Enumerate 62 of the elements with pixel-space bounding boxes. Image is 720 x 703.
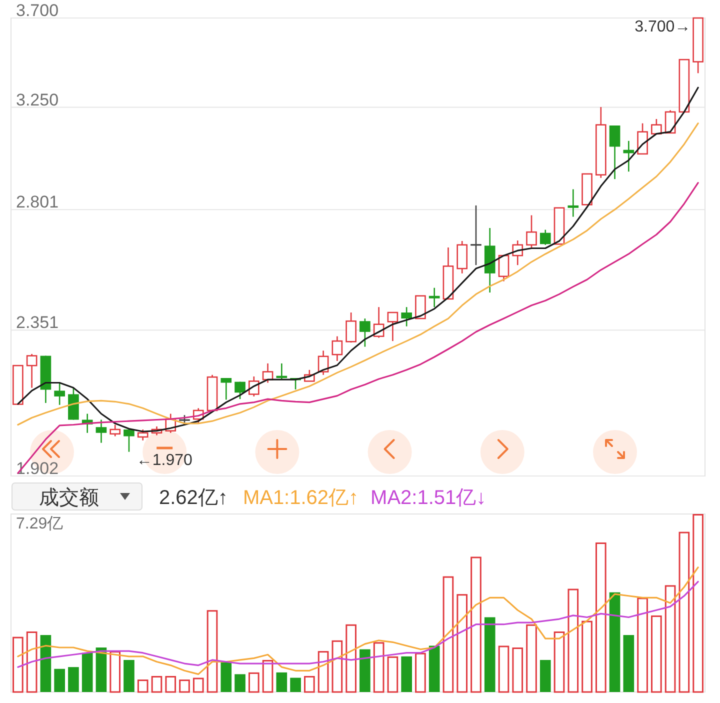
bar <box>637 598 648 693</box>
bar <box>526 624 537 693</box>
bar <box>276 672 288 692</box>
bar <box>415 652 426 693</box>
bar <box>554 631 565 693</box>
bar <box>498 646 510 693</box>
bar <box>124 660 134 692</box>
bar <box>68 667 79 692</box>
bar <box>165 676 176 693</box>
bar <box>582 620 592 693</box>
bar <box>82 652 93 692</box>
bar <box>40 635 52 692</box>
bar <box>206 610 218 693</box>
bar <box>623 635 634 692</box>
bar <box>595 542 606 693</box>
bar <box>360 649 370 692</box>
bar <box>512 648 524 693</box>
bar <box>568 588 579 693</box>
bar <box>54 668 65 692</box>
bar <box>428 646 440 692</box>
bar <box>179 680 190 693</box>
chart-title: 成交额 <box>39 487 99 509</box>
bar <box>290 678 301 692</box>
bar <box>442 576 454 693</box>
bar <box>12 636 24 693</box>
annotation: ←1.970 <box>136 452 193 470</box>
y-tick-label: 3.700 <box>16 1 59 20</box>
chart-subtitle: 2.62亿↑ <box>159 487 228 509</box>
bar <box>137 680 148 693</box>
text: MA1:1.62亿↑ <box>242 487 359 509</box>
bar <box>401 656 412 692</box>
bar <box>678 532 690 693</box>
bar <box>346 624 356 693</box>
bar <box>234 674 246 692</box>
bar <box>304 676 315 693</box>
bar <box>262 660 274 693</box>
bar <box>651 615 662 693</box>
bar <box>387 656 398 693</box>
bar <box>192 678 204 693</box>
y-tick-label: 2.351 <box>16 313 59 332</box>
bar <box>96 648 107 692</box>
bar <box>110 651 121 693</box>
bar <box>664 585 676 693</box>
bar <box>373 642 384 693</box>
text: MA2:1.51亿↓ <box>370 487 486 509</box>
bar <box>248 672 260 693</box>
bar <box>26 631 38 693</box>
y-tick-label: 2.801 <box>16 192 59 212</box>
bar <box>318 651 329 693</box>
annotation: 3.700→ <box>634 18 691 36</box>
bar <box>332 640 343 693</box>
annotation: 7.29亿 <box>16 515 64 532</box>
bar <box>470 556 482 693</box>
bar <box>540 660 551 692</box>
dropdown: 成交额 <box>12 482 142 510</box>
bar <box>456 594 468 693</box>
bar <box>609 592 620 692</box>
bar <box>220 662 232 692</box>
bar <box>484 617 496 692</box>
y-tick-label: 3.250 <box>16 90 59 110</box>
bar <box>151 676 162 693</box>
bar <box>692 514 704 693</box>
